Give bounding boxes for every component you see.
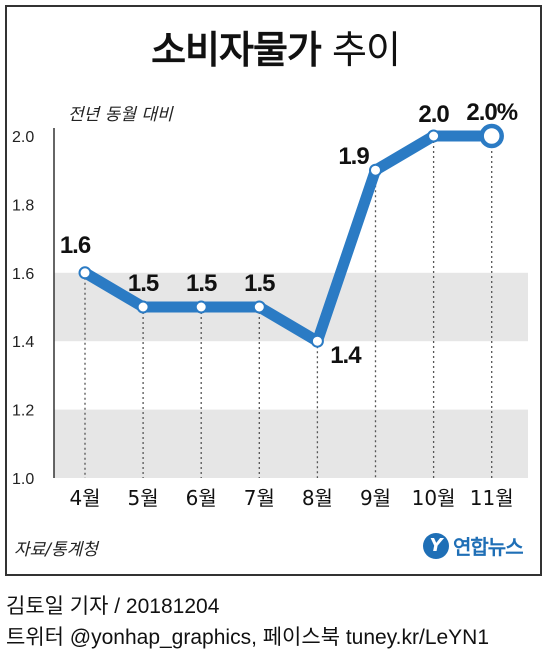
data-label-4: 1.4	[330, 342, 362, 369]
y-tick-label-5: 2.0	[12, 129, 34, 146]
chart-title: 소비자물가 추이	[7, 19, 544, 74]
title-sub: 추이	[331, 28, 401, 72]
data-label-0: 1.6	[60, 232, 91, 259]
x-tick-label-1: 5월	[128, 486, 159, 510]
data-point-5	[369, 163, 382, 177]
data-point-highlight	[479, 123, 504, 149]
reporter-credit: 김토일 기자 / 20181204	[6, 595, 220, 618]
data-point-6	[427, 129, 441, 143]
x-tick-label-7: 11월	[470, 486, 514, 510]
data-point-0	[78, 266, 92, 280]
y-tick-label-4: 1.8	[12, 197, 34, 214]
y-tick-label-2: 1.4	[12, 334, 34, 351]
yonhap-logo-icon: Y	[423, 532, 449, 559]
data-label-5: 1.9	[338, 143, 369, 170]
x-tick-label-3: 7월	[244, 486, 275, 510]
data-label-7: 2.0%	[466, 99, 517, 126]
x-tick-label-0: 4월	[69, 486, 100, 510]
x-tick-label-2: 6월	[186, 486, 217, 510]
y-tick-label-0: 1.0	[12, 471, 34, 488]
data-point-4	[310, 334, 324, 348]
y-axis-label: 전년 동월 대비	[68, 105, 174, 125]
data-label-1: 1.5	[128, 270, 159, 297]
data-point-1	[136, 300, 150, 314]
y-tick-label-3: 1.6	[12, 266, 34, 283]
yonhap-logo: Y 연합뉴스	[423, 531, 524, 560]
social-credit: 트위터 @yonhap_graphics, 페이스북 tuney.kr/LeYN…	[6, 626, 490, 649]
yonhap-logo-text: 연합뉴스	[453, 535, 524, 559]
title-main: 소비자물가	[151, 28, 322, 72]
series-line	[79, 130, 498, 347]
y-tick-label-1: 1.2	[12, 403, 34, 420]
x-tick-label-4: 8월	[302, 486, 333, 510]
x-tick-label-5: 9월	[360, 486, 391, 510]
data-point-3	[252, 300, 266, 314]
data-label-6: 2.0	[418, 101, 449, 128]
band-0	[54, 409, 528, 478]
data-point-2	[194, 300, 208, 314]
data-label-2: 1.5	[186, 270, 217, 297]
x-tick-label-6: 10월	[412, 486, 456, 510]
data-label-3: 1.5	[244, 270, 275, 297]
source-label: 자료/통계청	[14, 540, 98, 560]
